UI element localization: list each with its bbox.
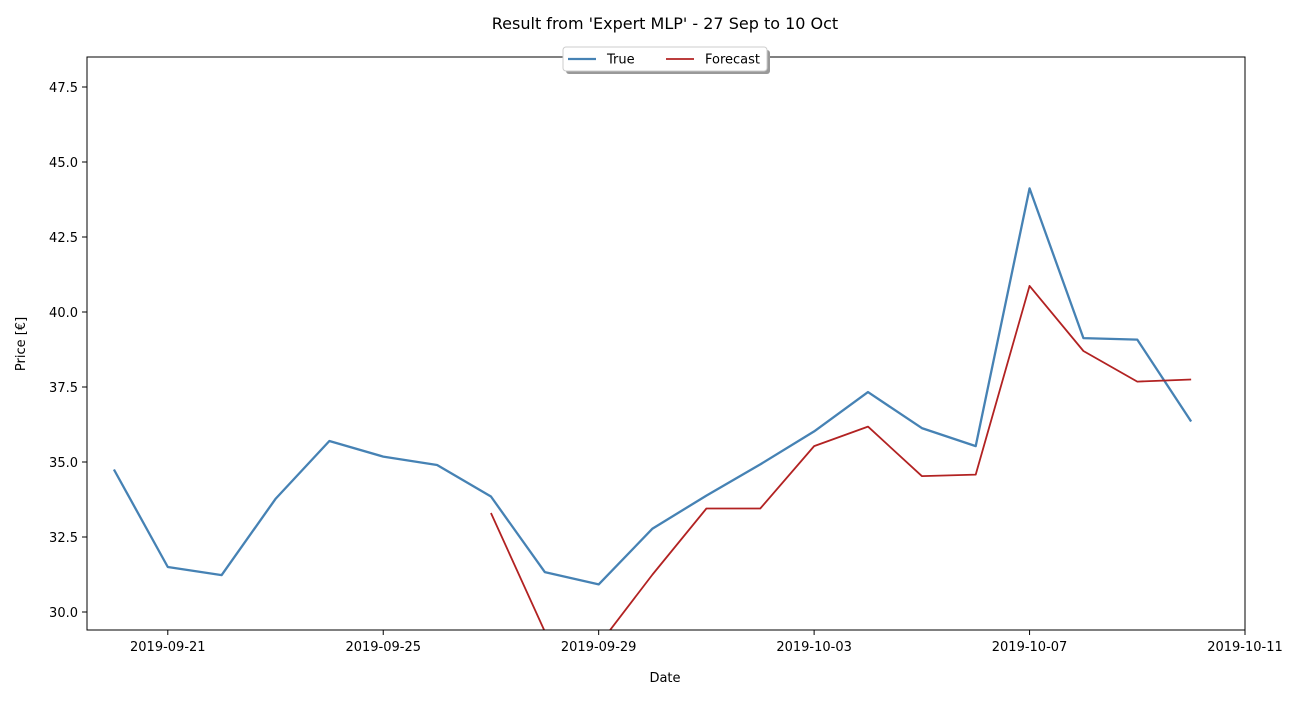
legend-label-forecast: Forecast (705, 53, 760, 68)
y-tick-label: 42.5 (49, 231, 78, 246)
y-tick-label: 40.0 (49, 306, 78, 321)
chart-title: Result from 'Expert MLP' - 27 Sep to 10 … (492, 14, 838, 33)
x-axis: 2019-09-21 2019-09-25 2019-09-29 2019-10-03… (130, 630, 1283, 655)
x-tick-label: 2019-09-29 (561, 640, 637, 655)
x-tick-label: 2019-10-03 (776, 640, 852, 655)
y-tick-label: 30.0 (49, 606, 78, 621)
y-axis: 30.0 32.5 35.0 37.5 40.0 42.5 45.0 47.5 (49, 81, 87, 621)
y-tick-label: 45.0 (49, 156, 78, 171)
y-tick-label: 47.5 (49, 81, 78, 96)
legend: True Forecast (562, 46, 770, 74)
x-tick-label: 2019-10-11 (1207, 640, 1283, 655)
plot-frame (86, 56, 1246, 631)
y-tick-label: 37.5 (49, 381, 78, 396)
y-tick-label: 32.5 (49, 531, 78, 546)
series-line-forecast (490, 284, 1192, 630)
x-tick-label: 2019-09-25 (345, 640, 421, 655)
series-layer (112, 187, 1193, 630)
series-line-true (112, 187, 1193, 586)
y-tick-label: 35.0 (49, 456, 78, 471)
y-axis-label: Price [€] (14, 317, 29, 371)
legend-label-true: True (606, 53, 635, 68)
x-axis-label: Date (649, 671, 680, 686)
legend-box (562, 46, 768, 72)
plot-area (86, 56, 1246, 631)
x-tick-label: 2019-10-07 (992, 640, 1068, 655)
x-tick-label: 2019-09-21 (130, 640, 206, 655)
